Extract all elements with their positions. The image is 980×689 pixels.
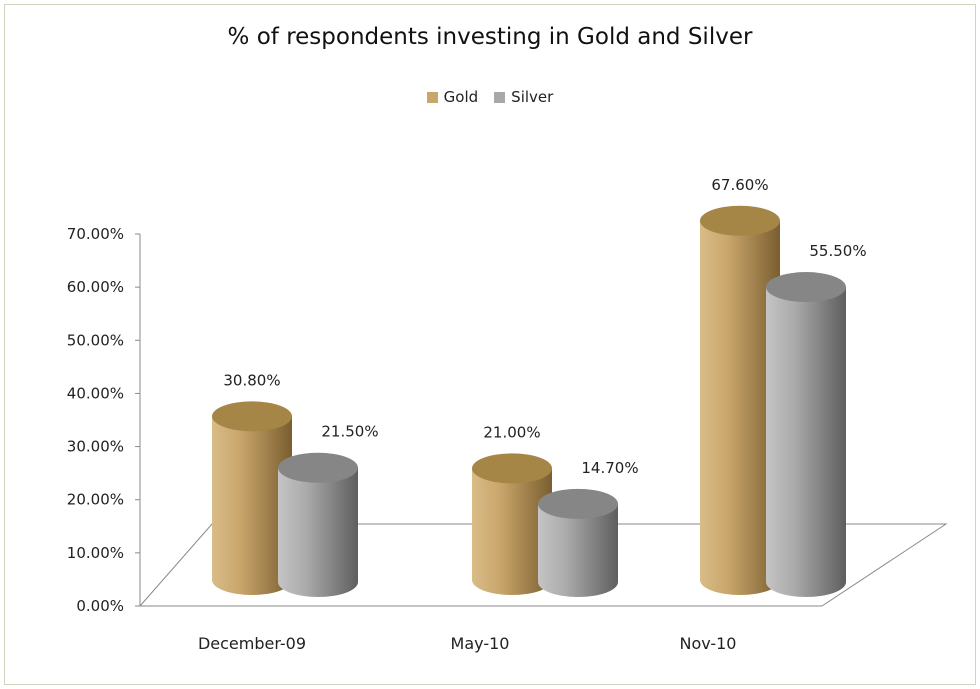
data-label-gold: 21.00% <box>483 423 540 441</box>
bar-body <box>278 467 358 597</box>
x-category-label: December-09 <box>198 634 306 653</box>
legend-swatch-silver <box>494 91 506 103</box>
bar-body <box>538 503 618 597</box>
bar-silver-0 <box>278 452 358 597</box>
data-labels: 30.80% 21.50% 21.00% 14.70% 67.60% 55.50% <box>223 176 866 477</box>
bar-top <box>766 272 846 303</box>
data-label-silver: 55.50% <box>809 242 866 260</box>
data-label-silver: 14.70% <box>581 459 638 477</box>
bar-body <box>212 416 292 595</box>
bar-top <box>278 452 358 483</box>
bar-top <box>472 453 552 484</box>
y-tick-label: 60.00% <box>67 278 124 296</box>
y-axis-ticks: 0.00% 10.00% 20.00% 30.00% 40.00% 50.00% 60.00… <box>67 225 140 615</box>
chart-bars <box>212 205 846 597</box>
chart-title: % of respondents investing in Gold and S… <box>227 24 753 50</box>
chart-axes <box>138 234 948 607</box>
x-category-label: Nov-10 <box>680 634 737 653</box>
legend-label-gold: Gold <box>443 88 479 106</box>
bar-top <box>538 488 618 519</box>
bar-gold-1 <box>472 453 552 595</box>
y-tick-label: 20.00% <box>67 491 124 509</box>
y-tick-label: 70.00% <box>67 225 124 243</box>
legend-item-gold: Gold <box>426 88 479 106</box>
bar-top <box>212 401 292 432</box>
bar-gold-2 <box>700 205 780 596</box>
y-tick-label: 0.00% <box>76 597 124 615</box>
chart-legend: Gold Silver <box>0 88 980 106</box>
data-label-gold: 30.80% <box>223 371 280 389</box>
legend-label-silver: Silver <box>511 88 554 106</box>
data-label-gold: 67.60% <box>711 176 768 194</box>
legend-swatch-gold <box>426 91 438 103</box>
y-tick-label: 10.00% <box>67 544 124 562</box>
y-tick-label: 50.00% <box>67 331 124 349</box>
bar-silver-1 <box>538 488 618 597</box>
bar-body <box>472 468 552 595</box>
bar-silver-2 <box>766 272 846 597</box>
y-tick-label: 40.00% <box>67 384 124 402</box>
data-label-silver: 21.50% <box>321 423 378 441</box>
bar-top <box>700 205 780 236</box>
bar-body <box>700 220 780 596</box>
bar-body <box>766 287 846 597</box>
x-category-label: May-10 <box>451 634 510 653</box>
y-tick-label: 30.00% <box>67 438 124 456</box>
legend-item-silver: Silver <box>494 88 553 106</box>
chart-floor <box>138 523 948 607</box>
bar-gold-0 <box>212 401 292 595</box>
x-axis-labels: December-09 May-10 Nov-10 <box>198 634 737 653</box>
